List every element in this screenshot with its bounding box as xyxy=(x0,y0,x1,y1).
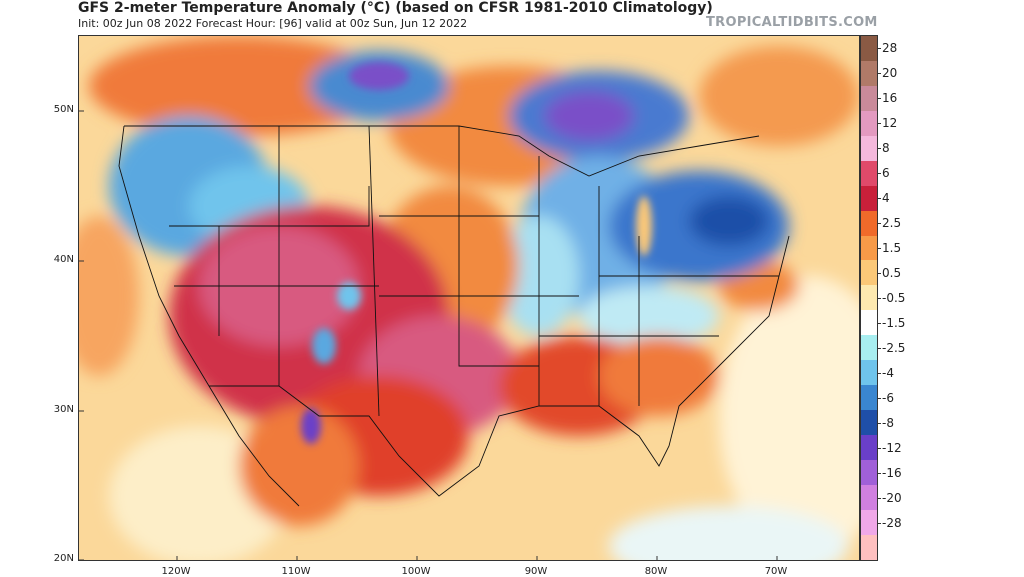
anomaly-field xyxy=(79,36,859,560)
colorbar-segment xyxy=(861,36,877,61)
cool-pockets xyxy=(301,62,652,444)
colorbar-tick xyxy=(878,273,881,275)
map-canvas xyxy=(79,36,859,560)
anomaly-map xyxy=(78,35,860,561)
colorbar-label: -16 xyxy=(882,465,902,480)
colorbar-label: -1.5 xyxy=(882,315,906,330)
colorbar-segment xyxy=(861,310,877,336)
colorbar-segment xyxy=(861,110,877,136)
colorbar-label: -20 xyxy=(882,490,902,505)
colorbar-segment xyxy=(861,459,877,485)
colorbar xyxy=(860,35,878,561)
lon-label-80w: 80W xyxy=(644,566,668,577)
lon-label-110w: 110W xyxy=(281,566,311,577)
colorbar-label: 4 xyxy=(882,191,890,206)
lon-label-100w: 100W xyxy=(401,566,431,577)
colorbar-tick xyxy=(878,73,881,75)
colorbar-tick xyxy=(878,298,881,299)
colorbar-label: 28 xyxy=(882,41,898,56)
colorbar-tick xyxy=(878,472,881,474)
colorbar-tick xyxy=(878,422,881,424)
lat-label-30n: 30N xyxy=(53,404,74,415)
colorbar-segment xyxy=(861,85,877,111)
colorbar-tick xyxy=(878,347,881,349)
colorbar-segment xyxy=(861,410,877,435)
political-borders xyxy=(118,125,790,507)
map-subtitle: Init: 00z Jun 08 2022 Forecast Hour: [96… xyxy=(78,17,468,30)
colorbar-tick xyxy=(878,522,881,524)
colorbar-label: 12 xyxy=(882,116,898,131)
colorbar-tick xyxy=(878,397,881,399)
colorbar-tick xyxy=(878,497,881,499)
colorbar-label: 1.5 xyxy=(882,241,902,256)
lat-label-20n: 20N xyxy=(53,553,74,564)
colorbar-segment xyxy=(861,509,877,535)
colorbar-label: 2.5 xyxy=(882,216,902,231)
lon-label-120w: 120W xyxy=(161,566,191,577)
colorbar-label: -12 xyxy=(882,440,902,455)
colorbar-label: 0.5 xyxy=(882,266,902,281)
colorbar-label: 20 xyxy=(882,66,898,81)
colorbar-tick xyxy=(878,123,881,125)
lon-label-90w: 90W xyxy=(524,566,548,577)
colorbar-segment xyxy=(861,534,877,560)
colorbar-label: -2.5 xyxy=(882,340,906,355)
colorbar-tick xyxy=(878,173,881,175)
colorbar-label: 16 xyxy=(882,91,898,106)
colorbar-tick xyxy=(878,248,881,250)
colorbar-tick xyxy=(878,148,881,150)
colorbar-segment xyxy=(861,135,877,161)
colorbar-label: 6 xyxy=(882,166,890,181)
lon-label-70w: 70W xyxy=(764,566,788,577)
colorbar-segment xyxy=(861,160,877,186)
colorbar-segment xyxy=(861,484,877,510)
colorbar-label: 8 xyxy=(882,141,890,156)
graticule-ticks xyxy=(79,110,778,560)
lat-label-40n: 40N xyxy=(53,254,74,265)
colorbar-label: -8 xyxy=(882,415,894,430)
colorbar-label: -0.5 xyxy=(882,291,906,305)
colorbar-segment xyxy=(861,385,877,411)
colorbar-segment xyxy=(861,285,877,311)
colorbar-tick xyxy=(878,447,881,449)
colorbar-label: -4 xyxy=(882,365,894,380)
colorbar-segment xyxy=(861,260,877,286)
colorbar-segment xyxy=(861,335,877,361)
colorbar-segment xyxy=(861,185,877,211)
colorbar-tick xyxy=(878,322,881,324)
colorbar-label: -28 xyxy=(882,515,902,530)
colorbar-label: -6 xyxy=(882,390,894,405)
colorbar-segment xyxy=(861,210,877,236)
colorbar-segment xyxy=(861,360,877,386)
colorbar-tick xyxy=(878,48,881,50)
colorbar-tick xyxy=(878,198,881,200)
colorbar-tick xyxy=(878,98,881,100)
map-title: GFS 2-meter Temperature Anomaly (°C) (ba… xyxy=(78,0,713,16)
colorbar-tick xyxy=(878,223,881,225)
site-brand: TROPICALTIDBITS.COM xyxy=(706,15,878,30)
lat-label-50n: 50N xyxy=(53,104,74,115)
colorbar-tick xyxy=(878,372,881,374)
colorbar-segment xyxy=(861,435,877,460)
colorbar-segment xyxy=(861,60,877,86)
colorbar-segment xyxy=(861,235,877,261)
